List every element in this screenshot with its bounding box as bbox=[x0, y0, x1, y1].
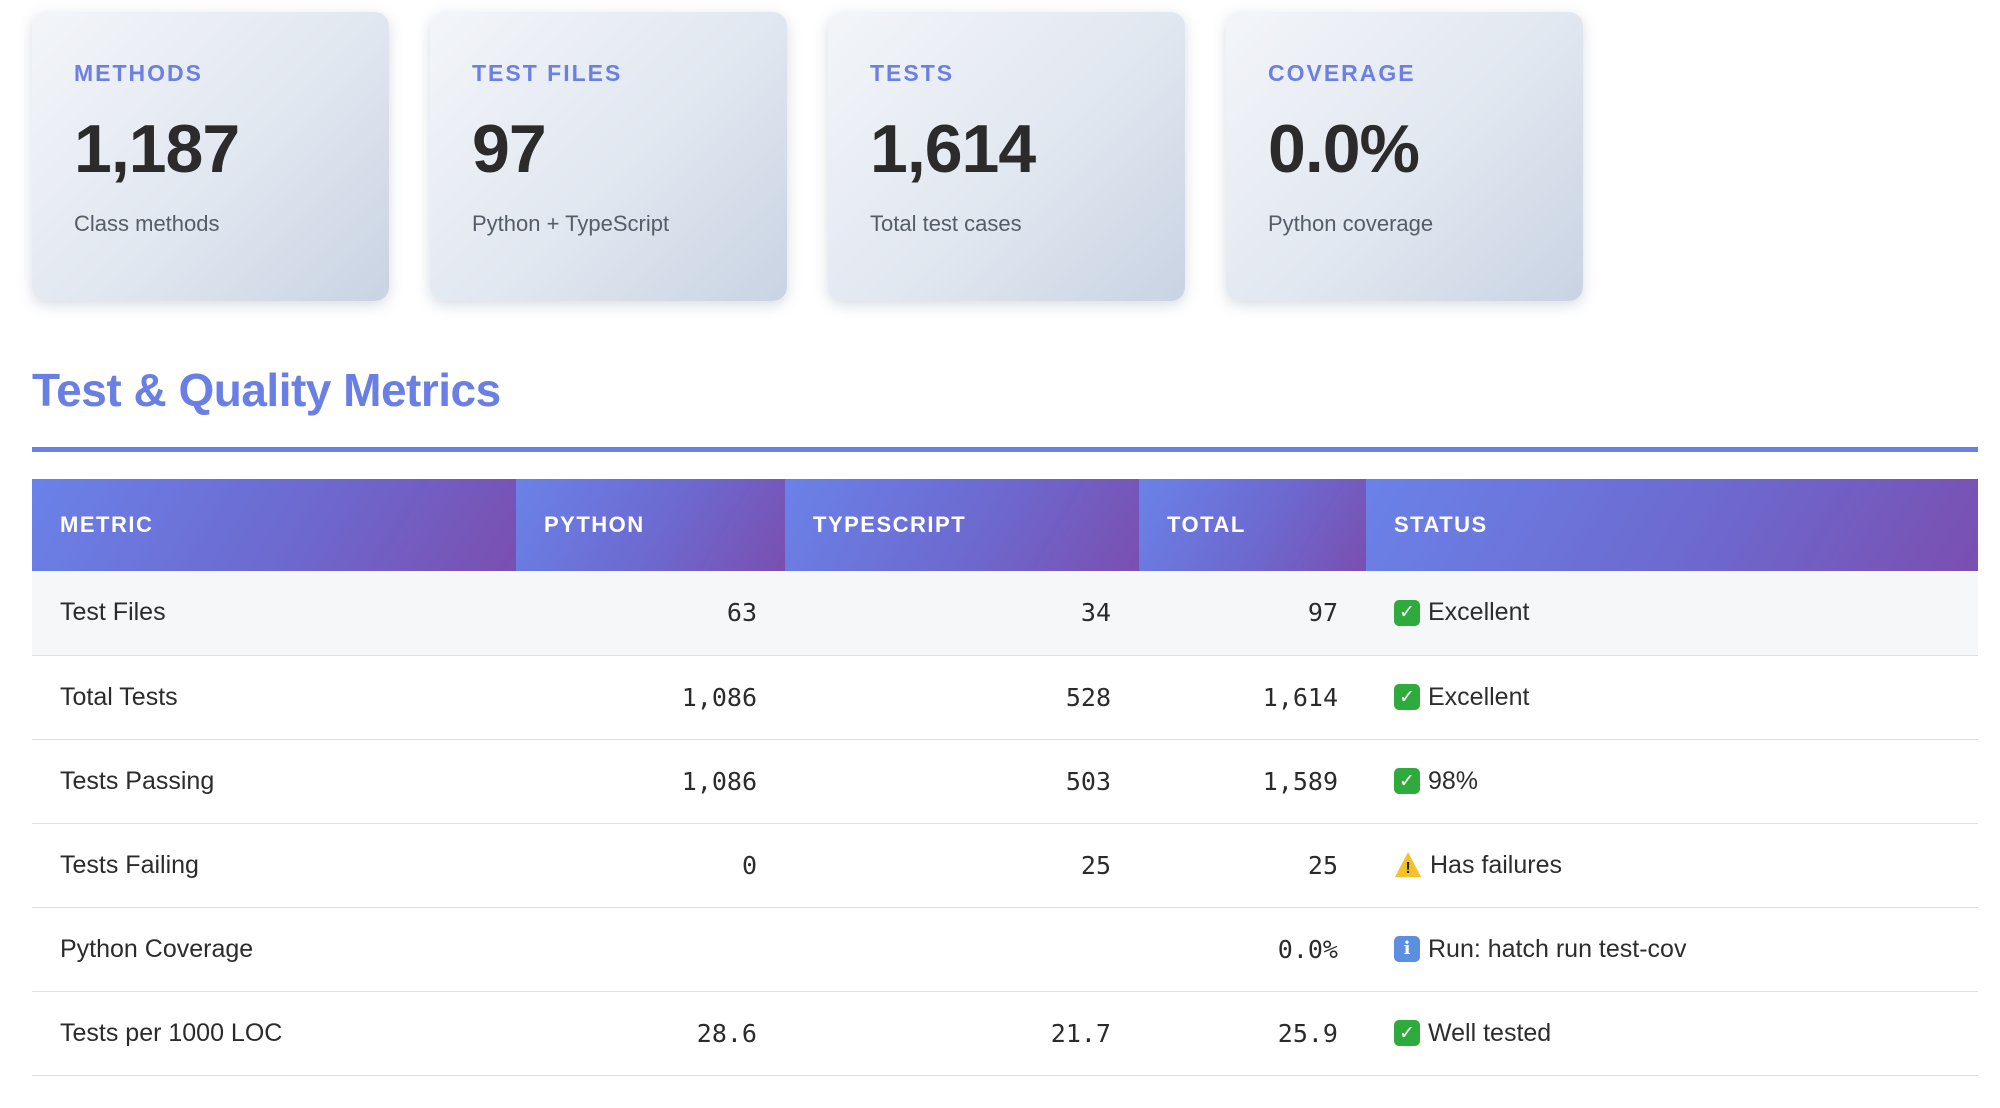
typescript-cell: 528 bbox=[785, 655, 1139, 740]
column-header-metric: METRIC bbox=[32, 479, 516, 571]
status-text: Run: hatch run test-cov bbox=[1428, 934, 1687, 963]
check-icon: ✓ bbox=[1394, 684, 1420, 710]
total-cell: 0.0% bbox=[1139, 907, 1366, 992]
section-divider bbox=[32, 447, 1978, 452]
column-header-total: TOTAL bbox=[1139, 479, 1366, 571]
python-cell: 0 bbox=[516, 823, 785, 908]
python-cell: 1,086 bbox=[516, 655, 785, 740]
metrics-table: METRIC PYTHON TYPESCRIPT TOTAL STATUS Te… bbox=[32, 479, 1978, 1076]
status-text: 98% bbox=[1428, 766, 1479, 795]
info-icon: i bbox=[1394, 936, 1420, 962]
column-header-typescript: TYPESCRIPT bbox=[785, 479, 1139, 571]
table-row: Total Tests 1,086 528 1,614 ✓ Excellent bbox=[32, 655, 1978, 740]
python-cell: 63 bbox=[516, 571, 785, 656]
stat-card-test-files: TEST FILES 97 Python + TypeScript bbox=[430, 12, 787, 301]
stat-cards: METHODS 1,187 Class methods TEST FILES 9… bbox=[32, 12, 1968, 301]
card-description: Python + TypeScript bbox=[472, 211, 670, 236]
status-cell: ✓ Well tested bbox=[1366, 991, 1978, 1076]
check-icon: ✓ bbox=[1394, 1020, 1420, 1046]
status-cell: ! Has failures bbox=[1366, 823, 1978, 908]
total-cell: 1,589 bbox=[1139, 739, 1366, 824]
card-label: METHODS bbox=[74, 60, 203, 86]
table-row: Python Coverage 0.0% i Run: hatch run te… bbox=[32, 907, 1978, 992]
metric-cell: Python Coverage bbox=[32, 907, 516, 992]
metric-cell: Tests Failing bbox=[32, 823, 516, 908]
status-text: Has failures bbox=[1430, 850, 1562, 879]
status-cell: ✓ Excellent bbox=[1366, 571, 1978, 656]
check-icon: ✓ bbox=[1394, 768, 1420, 794]
card-description: Class methods bbox=[74, 211, 220, 236]
card-label: COVERAGE bbox=[1268, 60, 1416, 86]
metric-cell: Test Files bbox=[32, 571, 516, 656]
python-cell: 1,086 bbox=[516, 739, 785, 824]
card-label: TEST FILES bbox=[472, 60, 623, 86]
card-description: Total test cases bbox=[870, 211, 1022, 236]
metric-cell: Tests Passing bbox=[32, 739, 516, 824]
total-cell: 25 bbox=[1139, 823, 1366, 908]
table-row: Tests Failing 0 25 25 ! Has failures bbox=[32, 823, 1978, 908]
stat-card-methods: METHODS 1,187 Class methods bbox=[32, 12, 389, 301]
typescript-cell: 503 bbox=[785, 739, 1139, 824]
status-text: Excellent bbox=[1428, 598, 1530, 627]
table-row: Tests per 1000 LOC 28.6 21.7 25.9 ✓ Well… bbox=[32, 991, 1978, 1076]
card-value: 1,187 bbox=[74, 111, 240, 187]
python-cell: 28.6 bbox=[516, 991, 785, 1076]
typescript-cell: 25 bbox=[785, 823, 1139, 908]
status-text: Well tested bbox=[1428, 1018, 1552, 1047]
typescript-cell: 21.7 bbox=[785, 991, 1139, 1076]
status-cell: i Run: hatch run test-cov bbox=[1366, 907, 1978, 992]
warning-icon: ! bbox=[1394, 852, 1422, 878]
python-cell bbox=[516, 907, 785, 992]
total-cell: 97 bbox=[1139, 571, 1366, 656]
metric-cell: Total Tests bbox=[32, 655, 516, 740]
card-value: 97 bbox=[472, 111, 547, 187]
section-title: Test & Quality Metrics bbox=[32, 364, 501, 416]
typescript-cell bbox=[785, 907, 1139, 992]
card-description: Python coverage bbox=[1268, 211, 1434, 236]
table-header-row: METRIC PYTHON TYPESCRIPT TOTAL STATUS bbox=[32, 479, 1978, 571]
stat-card-tests: TESTS 1,614 Total test cases bbox=[828, 12, 1185, 301]
metric-cell: Tests per 1000 LOC bbox=[32, 991, 516, 1076]
typescript-cell: 34 bbox=[785, 571, 1139, 656]
table-row: Test Files 63 34 97 ✓ Excellent bbox=[32, 571, 1978, 656]
card-label: TESTS bbox=[870, 60, 955, 86]
column-header-status: STATUS bbox=[1366, 479, 1978, 571]
status-cell: ✓ 98% bbox=[1366, 739, 1978, 824]
card-value: 0.0% bbox=[1268, 111, 1420, 187]
status-cell: ✓ Excellent bbox=[1366, 655, 1978, 740]
check-icon: ✓ bbox=[1394, 599, 1420, 626]
table-row: Tests Passing 1,086 503 1,589 ✓ 98% bbox=[32, 739, 1978, 824]
card-value: 1,614 bbox=[870, 111, 1036, 187]
total-cell: 1,614 bbox=[1139, 655, 1366, 740]
status-text: Excellent bbox=[1428, 682, 1530, 711]
total-cell: 25.9 bbox=[1139, 991, 1366, 1076]
column-header-python: PYTHON bbox=[516, 479, 785, 571]
stat-card-coverage: COVERAGE 0.0% Python coverage bbox=[1226, 12, 1583, 301]
